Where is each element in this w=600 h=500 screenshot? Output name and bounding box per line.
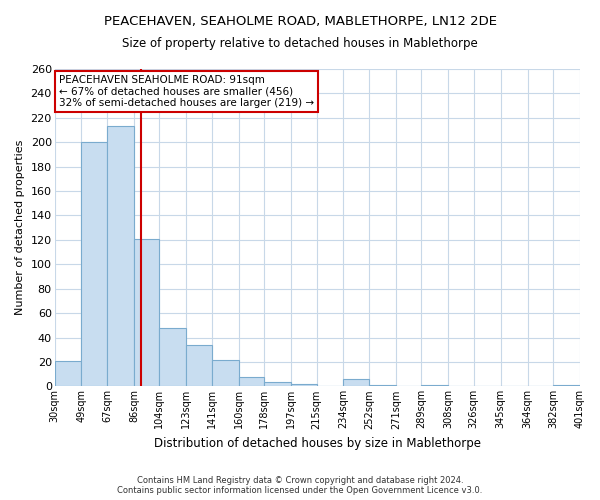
Bar <box>134 238 160 386</box>
Bar <box>343 379 369 386</box>
Bar <box>369 385 396 386</box>
Bar <box>82 142 107 386</box>
X-axis label: Distribution of detached houses by size in Mablethorpe: Distribution of detached houses by size … <box>154 437 481 450</box>
Text: Size of property relative to detached houses in Mablethorpe: Size of property relative to detached ho… <box>122 38 478 51</box>
Bar <box>421 385 448 386</box>
Bar <box>107 126 134 386</box>
Bar <box>291 384 317 386</box>
Bar <box>553 385 580 386</box>
Bar <box>55 361 82 386</box>
Bar <box>239 376 264 386</box>
Bar <box>212 360 239 386</box>
Text: PEACEHAVEN SEAHOLME ROAD: 91sqm
← 67% of detached houses are smaller (456)
32% o: PEACEHAVEN SEAHOLME ROAD: 91sqm ← 67% of… <box>59 75 314 108</box>
Text: PEACEHAVEN, SEAHOLME ROAD, MABLETHORPE, LN12 2DE: PEACEHAVEN, SEAHOLME ROAD, MABLETHORPE, … <box>104 15 497 28</box>
Bar <box>264 382 291 386</box>
Y-axis label: Number of detached properties: Number of detached properties <box>15 140 25 316</box>
Bar <box>186 345 212 387</box>
Bar <box>160 328 186 386</box>
Text: Contains HM Land Registry data © Crown copyright and database right 2024.
Contai: Contains HM Land Registry data © Crown c… <box>118 476 482 495</box>
